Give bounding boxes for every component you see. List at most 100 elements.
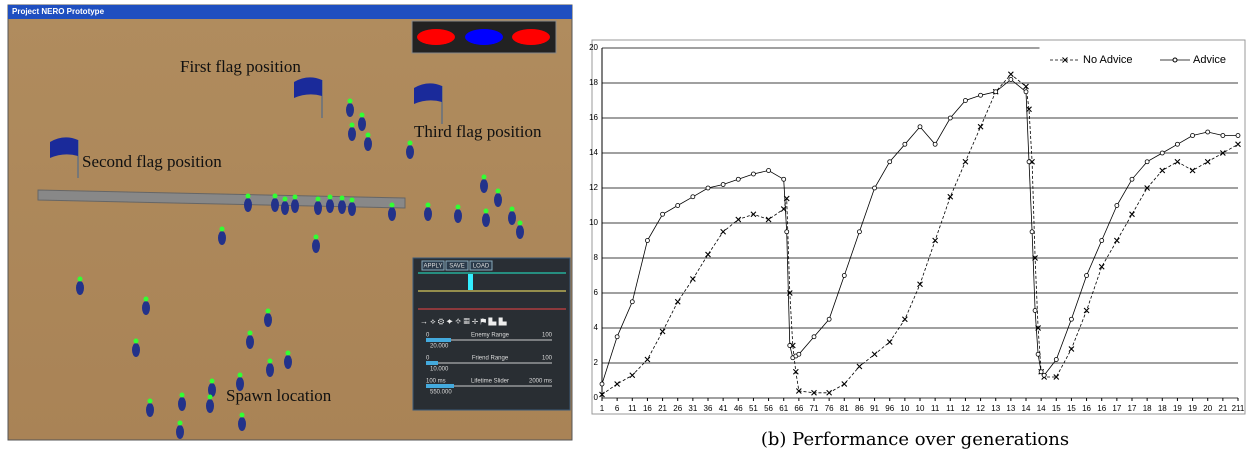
unit	[238, 417, 246, 431]
x-tick-label: 211	[1232, 404, 1245, 413]
x-tick-label: 91	[870, 404, 879, 413]
unit-marker	[314, 235, 319, 240]
marker	[736, 177, 740, 181]
unit	[266, 363, 274, 377]
unit-marker	[348, 99, 353, 104]
unit-marker	[144, 297, 149, 302]
unit-marker	[248, 331, 253, 336]
unit	[291, 199, 299, 213]
score-light	[512, 29, 550, 45]
marker	[873, 186, 877, 190]
unit-marker	[273, 194, 278, 199]
unit-marker	[496, 189, 501, 194]
unit-marker	[482, 175, 487, 180]
marker	[1100, 239, 1104, 243]
unit	[482, 213, 490, 227]
annotation: Spawn location	[226, 386, 332, 405]
slider-max: 2000 ms	[529, 379, 552, 385]
x-tick-label: 12	[976, 404, 985, 413]
unit-marker	[178, 421, 183, 426]
panel-button-label: SAVE	[449, 264, 465, 270]
x-tick-label: 41	[719, 404, 728, 413]
unit-marker	[366, 133, 371, 138]
unit	[178, 397, 186, 411]
marker	[1024, 90, 1028, 94]
y-tick-label: 0	[594, 393, 599, 402]
marker	[979, 93, 983, 97]
marker	[1130, 177, 1134, 181]
x-tick-label: 46	[734, 404, 743, 413]
slider-value: 10.000	[430, 367, 449, 373]
unit	[388, 207, 396, 221]
x-tick-label: 96	[885, 404, 894, 413]
x-tick-label: 61	[779, 404, 788, 413]
unit	[218, 231, 226, 245]
marker	[600, 382, 604, 386]
y-tick-label: 12	[589, 183, 598, 192]
marker	[1036, 352, 1040, 356]
marker	[918, 125, 922, 129]
unit	[338, 200, 346, 214]
unit-marker	[180, 393, 185, 398]
marker	[1160, 151, 1164, 155]
slider-value: 20.000	[430, 344, 449, 350]
unit	[271, 198, 279, 212]
unit	[508, 211, 516, 225]
unit	[494, 193, 502, 207]
unit-marker	[268, 359, 273, 364]
caption: (b) Performance over generations	[761, 429, 1069, 450]
unit-marker	[266, 309, 271, 314]
unit-marker	[148, 399, 153, 404]
marker	[615, 335, 619, 339]
panel-indicator	[468, 274, 473, 290]
unit-marker	[350, 123, 355, 128]
x-tick-label: 19	[1188, 404, 1197, 413]
slider-min: 100 ms	[426, 379, 446, 385]
x-tick-label: 86	[855, 404, 864, 413]
x-tick-label: 71	[810, 404, 819, 413]
x-tick-label: 12	[961, 404, 970, 413]
unit	[76, 281, 84, 295]
marker	[994, 90, 998, 94]
x-tick-label: 20	[1203, 404, 1212, 413]
y-tick-label: 14	[589, 148, 598, 157]
control-panel: APPLYSAVELOAD → ⟡ ⚙ ✦ ✧ ▦ ✢ ⚑ ▙ ▙ 0Enemy…	[413, 258, 570, 410]
unit-marker	[210, 379, 215, 384]
marker	[751, 172, 755, 176]
unit-marker	[316, 197, 321, 202]
y-tick-label: 20	[589, 43, 598, 52]
x-tick-label: 18	[1143, 404, 1152, 413]
marker	[948, 116, 952, 120]
marker	[785, 230, 789, 234]
marker	[661, 212, 665, 216]
score-light	[465, 29, 503, 45]
panel-icons: → ⟡ ⚙ ✦ ✧ ▦ ✢ ⚑ ▙ ▙	[420, 317, 507, 326]
unit	[348, 202, 356, 216]
marker	[630, 300, 634, 304]
unit-marker	[390, 203, 395, 208]
marker	[676, 204, 680, 208]
marker	[1145, 160, 1149, 164]
marker	[1191, 134, 1195, 138]
x-tick-label: 13	[991, 404, 1000, 413]
marker	[963, 99, 967, 103]
x-tick-label: 21	[1218, 404, 1227, 413]
x-tick-label: 11	[931, 404, 940, 413]
slider-name: Enemy Range	[471, 333, 510, 339]
chart-frame	[592, 40, 1245, 414]
unit	[281, 201, 289, 215]
slider-max: 100	[542, 356, 553, 362]
unit-marker	[293, 195, 298, 200]
unit	[284, 355, 292, 369]
unit-marker	[484, 209, 489, 214]
slider-fill	[426, 338, 451, 342]
x-tick-label: 26	[673, 404, 682, 413]
unit	[132, 343, 140, 357]
marker	[1039, 370, 1043, 374]
x-tick-label: 19	[1173, 404, 1182, 413]
y-tick-label: 4	[594, 323, 599, 332]
x-tick-label: 16	[643, 404, 652, 413]
x-tick-label: 17	[1128, 404, 1137, 413]
marker	[1175, 142, 1179, 146]
x-tick-label: 10	[900, 404, 909, 413]
